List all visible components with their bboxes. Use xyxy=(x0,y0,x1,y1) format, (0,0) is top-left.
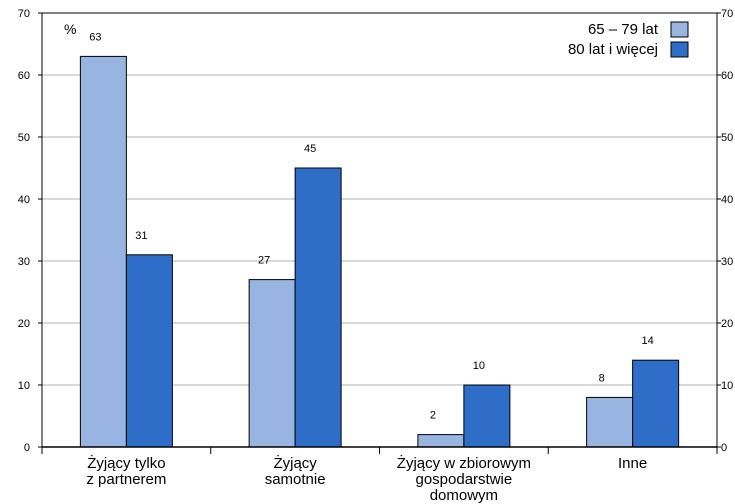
y-tick-label-right: 50 xyxy=(721,132,733,144)
data-label: 14 xyxy=(642,335,654,347)
data-label: 45 xyxy=(304,143,316,155)
data-label: 10 xyxy=(473,360,485,372)
bar-series2 xyxy=(463,384,511,448)
bar-series1 xyxy=(586,396,634,448)
y-tick-label-right: 40 xyxy=(721,194,733,206)
bar-series2 xyxy=(632,359,680,448)
y-tick-label-right: 0 xyxy=(721,442,727,454)
data-label: 31 xyxy=(135,230,147,242)
bar-series2 xyxy=(125,254,173,448)
bar-series1 xyxy=(248,279,296,448)
bars-layer xyxy=(79,55,680,448)
legend-swatch xyxy=(670,21,689,38)
y-tick-label-left: 30 xyxy=(18,256,30,268)
category-label: Inne xyxy=(618,455,647,472)
legend-swatch xyxy=(670,41,689,58)
data-label: 2 xyxy=(430,410,436,422)
y-tick-label-right: 30 xyxy=(721,256,733,268)
axis-layer xyxy=(38,12,721,454)
legend-label: 80 lat i więcej xyxy=(568,41,658,58)
y-tick-label-left: 10 xyxy=(18,380,30,392)
y-tick-label-right: 60 xyxy=(721,70,733,82)
category-label: Żyjący samotnie xyxy=(265,454,326,488)
y-tick-label-right: 20 xyxy=(721,318,733,330)
category-label: Żyjący w zbiorowym gospodarstwie domowym xyxy=(397,454,531,504)
y-tick-label-right: 10 xyxy=(721,380,733,392)
legend: 65 – 79 lat 80 lat i więcej xyxy=(568,21,689,58)
data-label: 63 xyxy=(89,31,101,43)
y-tick-label-left: 0 xyxy=(24,442,30,454)
bar-series1 xyxy=(417,434,465,448)
labels-layer: 0 0 10 10 20 20 30 30 40 40 50 50 60 60 70 70 63 31 Żyjący… xyxy=(18,8,734,504)
y-tick-label-left: 70 xyxy=(18,8,30,20)
y-tick-label-left: 60 xyxy=(18,70,30,82)
y-tick-label-left: 20 xyxy=(18,318,30,330)
data-label: 27 xyxy=(258,255,270,267)
y-tick-label-left: 40 xyxy=(18,194,30,206)
y-tick-label-right: 70 xyxy=(721,8,733,20)
legend-label: 65 – 79 lat xyxy=(588,21,659,38)
y-tick-label-left: 50 xyxy=(18,132,30,144)
bar-series1 xyxy=(79,55,127,448)
unit-label: % xyxy=(64,21,76,37)
category-label: Żyjący tylko z partnerem xyxy=(86,454,166,488)
bar-series2 xyxy=(294,167,342,448)
data-label: 8 xyxy=(599,372,605,384)
